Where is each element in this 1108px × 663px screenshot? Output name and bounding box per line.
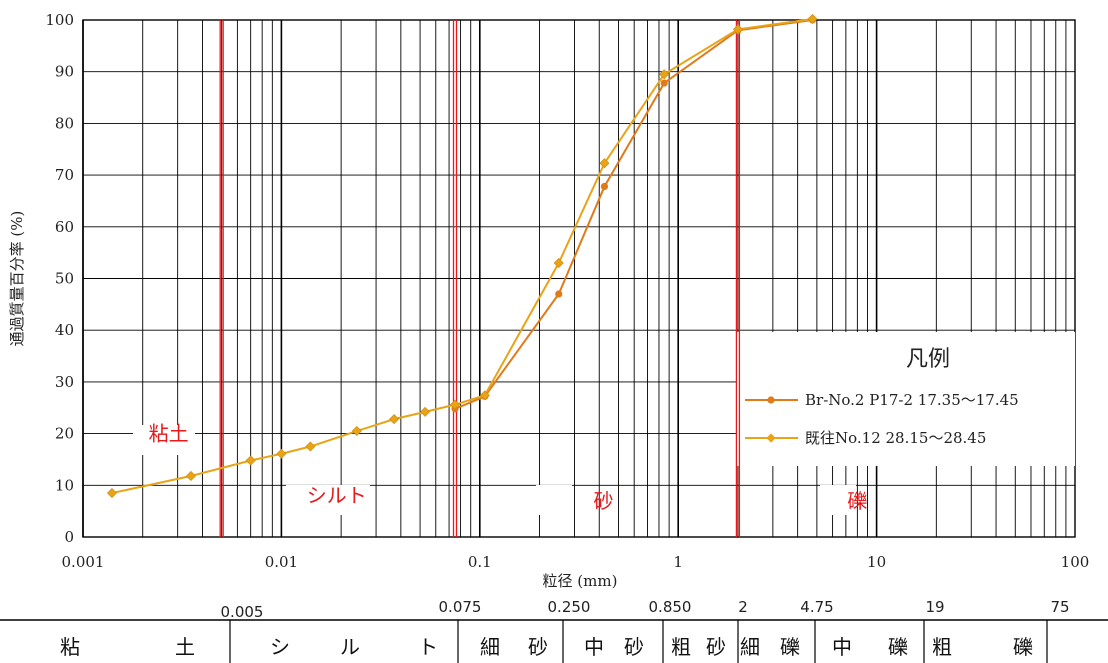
classification-cell-char: 粗 xyxy=(932,635,952,659)
classification-cell-char: 礫 xyxy=(888,635,908,659)
boundary-label: 4.75 xyxy=(800,598,833,616)
y-tick-label: 90 xyxy=(55,63,74,81)
data-point xyxy=(185,470,196,482)
region-label-background xyxy=(820,485,856,515)
legend-title-background xyxy=(877,332,1075,377)
region-label-background xyxy=(133,425,195,455)
data-point xyxy=(600,182,609,191)
data-point xyxy=(732,24,743,35)
classification-cell-char: シ xyxy=(270,635,290,659)
data-point xyxy=(659,69,670,80)
y-tick-label: 50 xyxy=(55,270,74,288)
data-point xyxy=(449,399,461,410)
legend-entry: 既往No.12 28.15～28.45 xyxy=(805,429,986,447)
data-point xyxy=(245,455,256,466)
boundary-label: 0.005 xyxy=(221,603,264,621)
data-point xyxy=(106,488,118,499)
boundary-label: 75 xyxy=(1050,598,1069,616)
x-tick-label: 0.001 xyxy=(62,553,105,571)
data-point xyxy=(276,448,287,459)
region-label: 砂 xyxy=(593,489,613,513)
classification-cell-char: ル xyxy=(340,635,360,659)
classification-cell-char: 砂 xyxy=(528,635,548,659)
x-tick-label: 100 xyxy=(1061,553,1090,571)
series-2 xyxy=(106,13,818,499)
region-label: シルト xyxy=(307,484,367,508)
region-label-background xyxy=(536,485,572,515)
legend-title: 凡例 xyxy=(906,347,950,372)
data-point xyxy=(351,425,362,437)
x-tick-label: 1 xyxy=(673,553,683,571)
classification-cell-char: 細 xyxy=(480,635,500,659)
boundary-label: 0.250 xyxy=(548,598,591,616)
y-tick-label: 80 xyxy=(55,114,74,132)
data-point xyxy=(305,441,316,452)
x-axis-title: 粒径 (mm) xyxy=(543,572,618,590)
data-point xyxy=(660,79,668,87)
region-label: 礫 xyxy=(847,489,867,513)
classification-cell-char: 礫 xyxy=(1013,635,1033,659)
classification-cell-char: 砂 xyxy=(706,635,726,659)
classification-cell-char: 細 xyxy=(740,635,760,659)
boundary-label: 2 xyxy=(738,598,748,616)
legend-marker xyxy=(766,433,776,443)
region-label: 粘土 xyxy=(149,422,189,446)
data-point xyxy=(807,13,818,24)
classification-cell-char: 粘 xyxy=(60,635,80,659)
y-tick-label: 0 xyxy=(64,528,74,546)
classification-cell-char: 中 xyxy=(832,635,852,659)
y-tick-label: 10 xyxy=(55,476,74,494)
data-point xyxy=(555,290,563,298)
plot-frame xyxy=(82,19,1076,538)
y-tick-label: 60 xyxy=(55,218,74,236)
classification-cell-char: 砂 xyxy=(624,635,644,659)
boundary-label: 0.075 xyxy=(439,598,482,616)
x-tick-label: 10 xyxy=(867,553,886,571)
boundary-label: 19 xyxy=(925,598,944,616)
data-point xyxy=(479,390,490,401)
y-tick-label: 30 xyxy=(55,373,74,391)
legend-marker xyxy=(767,396,775,404)
data-point xyxy=(420,406,431,417)
classification-cell-char: 土 xyxy=(175,635,195,659)
legend-entry: Br-No.2 P17-2 17.35～17.45 xyxy=(805,391,1019,409)
x-tick-label: 0.1 xyxy=(468,553,492,571)
region-label-background xyxy=(286,485,370,515)
classification-cell-char: ト xyxy=(418,635,438,659)
y-tick-label: 20 xyxy=(55,425,74,443)
boundary-label: 0.850 xyxy=(649,598,692,616)
y-tick-label: 70 xyxy=(55,166,74,184)
classification-cell-char: 礫 xyxy=(780,635,800,659)
data-point xyxy=(599,158,610,169)
classification-cell-char: 粗 xyxy=(671,635,691,659)
data-point xyxy=(553,257,564,269)
y-tick-label: 100 xyxy=(45,11,74,29)
data-point xyxy=(389,414,400,425)
classification-cell-char: 中 xyxy=(584,635,604,659)
x-tick-label: 0.01 xyxy=(265,553,298,571)
y-tick-label: 40 xyxy=(55,321,74,339)
y-axis-title: 通過質量百分率 (%) xyxy=(8,211,26,347)
